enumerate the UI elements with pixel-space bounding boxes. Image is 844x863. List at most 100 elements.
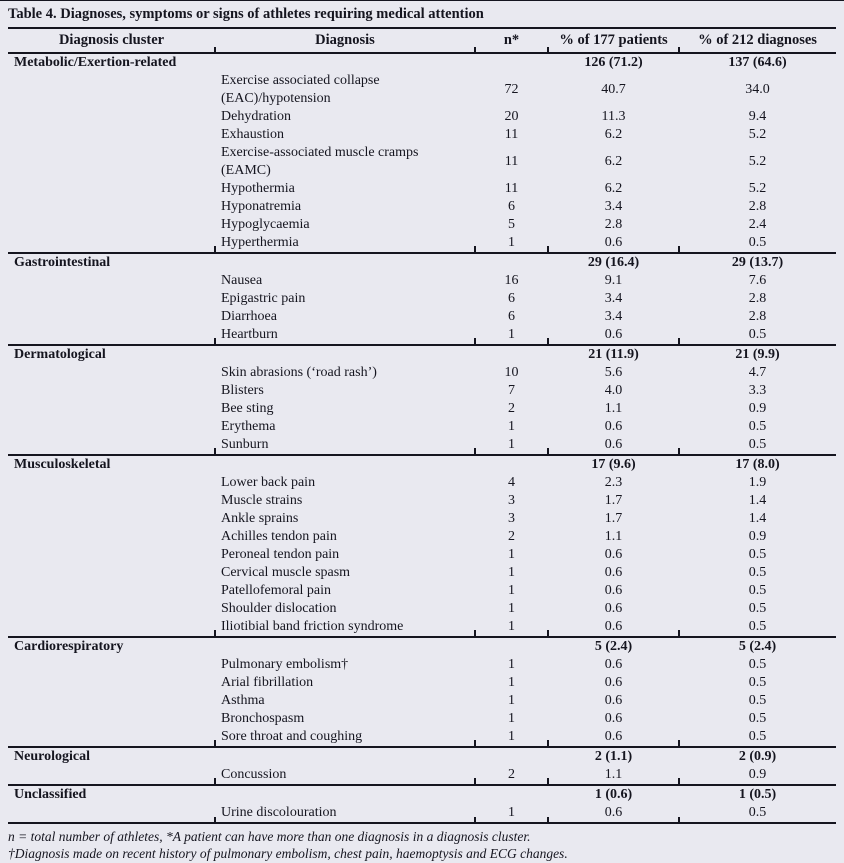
cell-cluster: Unclassified	[8, 784, 215, 804]
cluster-row: Gastrointestinal 29 (16.4) 29 (13.7)	[8, 247, 836, 272]
cell-pct-patients: 0.6	[604, 601, 623, 616]
table-row: Urine discolouration 1 0.6 0.5	[8, 804, 836, 823]
table-row: Arial fibrillation 1 0.6 0.5	[8, 674, 836, 692]
column-header-diagnosis-cluster: Diagnosis cluster	[8, 29, 215, 54]
table-row: Erythema 1 0.6 0.5	[8, 418, 836, 436]
cell-pct-patients: 0.6	[604, 235, 623, 250]
cell-diagnosis: Bronchospasm	[221, 711, 305, 726]
cell-diagnosis: Blisters	[221, 383, 264, 398]
cell-cluster	[8, 108, 215, 126]
cell-cluster	[8, 564, 215, 582]
cell-cluster	[8, 364, 215, 382]
cell-pct-diagnoses: 2.8	[748, 291, 767, 306]
cell-pct-patients: 2 (1.1)	[547, 741, 679, 766]
cell-diagnosis: Sore throat and coughing	[221, 729, 363, 744]
cell-pct-patients: 3.4	[604, 309, 623, 324]
cell-pct-diagnoses: 5.2	[748, 154, 767, 169]
table-row: Sore throat and coughing 1 0.6 0.5	[8, 728, 836, 747]
cell-pct-patients: 0.6	[604, 327, 623, 342]
cell-diagnosis	[215, 53, 475, 72]
cell-pct-diagnoses: 0.5	[748, 419, 767, 434]
cell-cluster	[8, 710, 215, 728]
table-row: Exercise associated collapse (EAC)/hypot…	[8, 72, 836, 108]
table-body: Metabolic/Exertion-related 126 (71.2) 137 …	[8, 53, 836, 823]
cell-diagnosis: Heartburn	[221, 327, 278, 342]
cell-diagnosis	[214, 741, 475, 766]
table-row: Shoulder dislocation 1 0.6 0.5	[8, 600, 836, 618]
cell-diagnosis: Patellofemoral pain	[221, 583, 332, 598]
table-row: Hyponatremia 6 3.4 2.8	[8, 198, 836, 216]
cell-cluster: Gastrointestinal	[8, 252, 215, 272]
cell-cluster	[8, 674, 215, 692]
table-row: Bronchospasm 1 0.6 0.5	[8, 710, 836, 728]
cell-diagnosis: Nausea	[221, 273, 263, 288]
cell-pct-patients: 0.6	[604, 419, 623, 434]
cell-pct-patients: 0.6	[604, 619, 623, 634]
cell-pct-diagnoses: 1 (0.5)	[678, 779, 836, 804]
cell-diagnosis: Ankle sprains	[221, 511, 299, 526]
cell-pct-patients: 0.6	[604, 693, 623, 708]
cell-pct-diagnoses: 1.4	[748, 493, 767, 508]
cell-pct-patients: 17 (9.6)	[547, 449, 679, 474]
cell-pct-diagnoses: 0.5	[748, 327, 767, 342]
cell-n: 1	[508, 657, 515, 672]
cell-pct-diagnoses: 0.5	[748, 693, 767, 708]
cell-cluster	[8, 510, 215, 528]
cell-pct-diagnoses: 5 (2.4)	[678, 631, 836, 656]
cell-pct-diagnoses: 2 (0.9)	[678, 741, 836, 766]
cell-n: 4	[508, 475, 515, 490]
cell-pct-diagnoses: 0.5	[748, 437, 767, 452]
cell-pct-diagnoses: 2.4	[748, 217, 767, 232]
cell-pct-patients: 0.6	[604, 711, 623, 726]
cell-diagnosis: Exercise-associated muscle cramps (EAMC)	[221, 145, 419, 178]
cell-pct-patients: 2.3	[604, 475, 623, 490]
cell-diagnosis: Arial fibrillation	[221, 675, 314, 690]
table-row: Epigastric pain 6 3.4 2.8	[8, 290, 836, 308]
cell-n: 20	[504, 109, 519, 124]
cell-cluster	[8, 474, 215, 492]
footnotes: n = total number of athletes, *A patient…	[8, 828, 836, 862]
cell-n: 1	[508, 619, 515, 634]
cell-cluster	[8, 618, 215, 637]
table-row: Patellofemoral pain 1 0.6 0.5	[8, 582, 836, 600]
cell-pct-patients: 1 (0.6)	[547, 779, 679, 804]
cell-diagnosis: Iliotibial band friction syndrome	[221, 619, 404, 634]
cell-pct-diagnoses: 17 (8.0)	[678, 449, 836, 474]
cell-pct-patients: 0.6	[604, 437, 623, 452]
cell-cluster	[8, 766, 215, 785]
table-row: Sunburn 1 0.6 0.5	[8, 436, 836, 455]
cell-pct-patients: 0.6	[604, 729, 623, 744]
cell-diagnosis: Achilles tendon pain	[221, 529, 337, 544]
cell-pct-diagnoses: 29 (13.7)	[678, 247, 836, 272]
table-row: Skin abrasions (‘road rash’) 10 5.6 4.7	[8, 364, 836, 382]
cell-pct-patients: 4.0	[604, 383, 623, 398]
cell-diagnosis: Lower back pain	[221, 475, 316, 490]
cell-pct-diagnoses: 0.5	[748, 235, 767, 250]
cell-n: 1	[508, 711, 515, 726]
cell-cluster	[8, 234, 215, 253]
table-row: Lower back pain 4 2.3 1.9	[8, 474, 836, 492]
cell-pct-patients: 6.2	[604, 181, 623, 196]
cell-pct-diagnoses: 0.9	[748, 529, 767, 544]
cell-pct-diagnoses: 3.3	[748, 383, 767, 398]
cell-cluster	[8, 272, 215, 290]
cell-pct-patients: 3.4	[604, 291, 623, 306]
cell-pct-diagnoses: 0.5	[748, 601, 767, 616]
cell-diagnosis: Sunburn	[221, 437, 269, 452]
cell-diagnosis: Hyponatremia	[221, 199, 302, 214]
cell-n: 6	[508, 199, 515, 214]
cell-pct-diagnoses: 5.2	[748, 181, 767, 196]
cell-pct-diagnoses: 1.9	[748, 475, 767, 490]
table-row: Concussion 2 1.1 0.9	[8, 766, 836, 785]
cell-cluster	[8, 144, 215, 180]
cell-pct-patients: 5 (2.4)	[547, 631, 679, 656]
table-header-row: Diagnosis cluster Diagnosis n* % of 177 …	[8, 29, 836, 54]
cell-diagnosis: Hypoglycaemia	[221, 217, 310, 232]
cell-pct-diagnoses: 0.9	[748, 767, 767, 782]
cell-diagnosis: Dehydration	[221, 109, 291, 124]
footnote-line: †Diagnosis made on recent history of pul…	[8, 846, 568, 861]
cell-diagnosis: Skin abrasions (‘road rash’)	[221, 365, 377, 380]
cell-n: 6	[508, 309, 515, 324]
cell-diagnosis: Muscle strains	[221, 493, 303, 508]
